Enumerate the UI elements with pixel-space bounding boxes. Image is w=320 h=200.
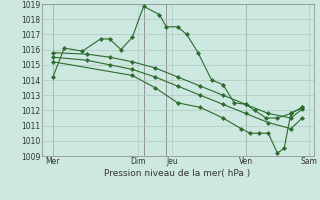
X-axis label: Pression niveau de la mer( hPa ): Pression niveau de la mer( hPa ) [104, 169, 251, 178]
